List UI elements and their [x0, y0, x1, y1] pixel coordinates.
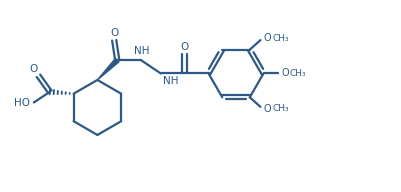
Text: O: O — [180, 42, 188, 52]
Polygon shape — [97, 58, 119, 80]
Text: O: O — [281, 69, 289, 79]
Text: CH₃: CH₃ — [272, 104, 289, 113]
Text: O: O — [30, 64, 38, 74]
Text: NH: NH — [162, 76, 178, 86]
Text: CH₃: CH₃ — [290, 69, 306, 78]
Text: HO: HO — [14, 98, 30, 108]
Text: O: O — [110, 28, 118, 38]
Text: CH₃: CH₃ — [272, 34, 289, 43]
Text: NH: NH — [134, 46, 150, 55]
Text: O: O — [263, 33, 271, 43]
Text: O: O — [263, 104, 271, 114]
